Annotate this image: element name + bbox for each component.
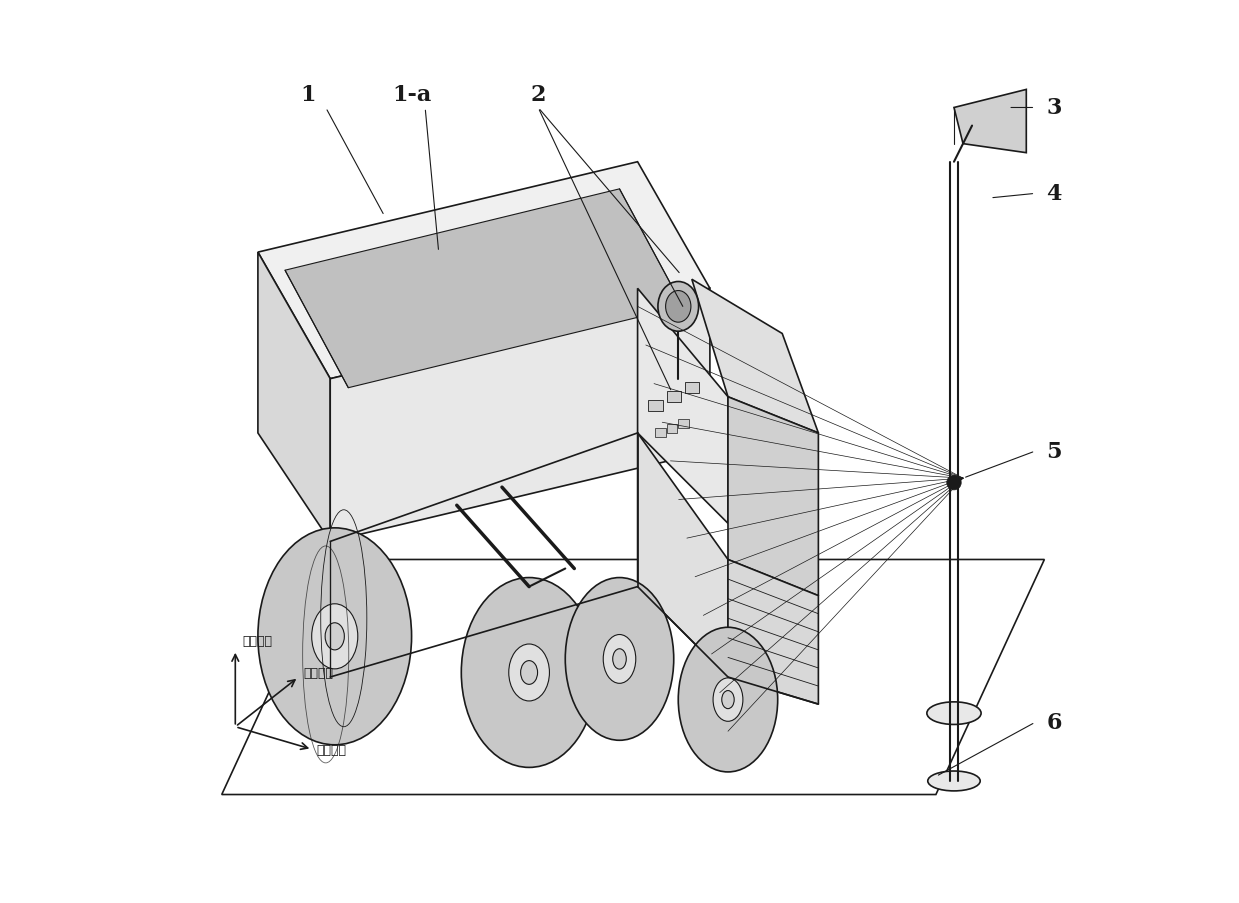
Polygon shape <box>638 433 729 677</box>
Polygon shape <box>954 90 1026 154</box>
Bar <box>667 392 681 403</box>
Ellipse shape <box>603 635 636 684</box>
Text: 1: 1 <box>300 84 316 106</box>
Bar <box>648 401 663 412</box>
Text: 6: 6 <box>1046 712 1062 733</box>
Ellipse shape <box>258 528 411 745</box>
Ellipse shape <box>678 628 778 772</box>
Polygon shape <box>258 253 331 542</box>
Ellipse shape <box>714 678 743 721</box>
Ellipse shape <box>927 703 981 724</box>
Text: 4: 4 <box>1046 183 1062 205</box>
Ellipse shape <box>658 282 699 331</box>
Polygon shape <box>691 280 819 433</box>
Bar <box>667 424 678 433</box>
Polygon shape <box>285 190 683 388</box>
Text: 5: 5 <box>1046 441 1062 462</box>
Text: 水平横向: 水平横向 <box>304 666 333 679</box>
Text: 竖直方向: 竖直方向 <box>243 635 273 647</box>
Ellipse shape <box>565 578 674 740</box>
Ellipse shape <box>461 578 597 768</box>
Polygon shape <box>258 163 710 379</box>
Polygon shape <box>638 289 729 524</box>
Ellipse shape <box>509 645 549 701</box>
Ellipse shape <box>928 771 980 791</box>
Ellipse shape <box>665 291 691 322</box>
Polygon shape <box>331 289 710 542</box>
Text: 2: 2 <box>530 84 546 106</box>
Ellipse shape <box>722 691 735 709</box>
Text: 1-a: 1-a <box>392 84 431 106</box>
Ellipse shape <box>520 661 538 684</box>
Bar <box>685 383 699 394</box>
Ellipse shape <box>325 623 344 650</box>
Polygon shape <box>729 397 819 596</box>
Ellipse shape <box>312 604 358 669</box>
Polygon shape <box>729 560 819 704</box>
Ellipse shape <box>613 649 626 669</box>
Circle shape <box>947 476 961 490</box>
Bar <box>654 429 665 438</box>
Bar <box>678 420 689 429</box>
Text: 3: 3 <box>1046 98 1062 119</box>
Text: 水平纵向: 水平纵向 <box>317 743 347 756</box>
